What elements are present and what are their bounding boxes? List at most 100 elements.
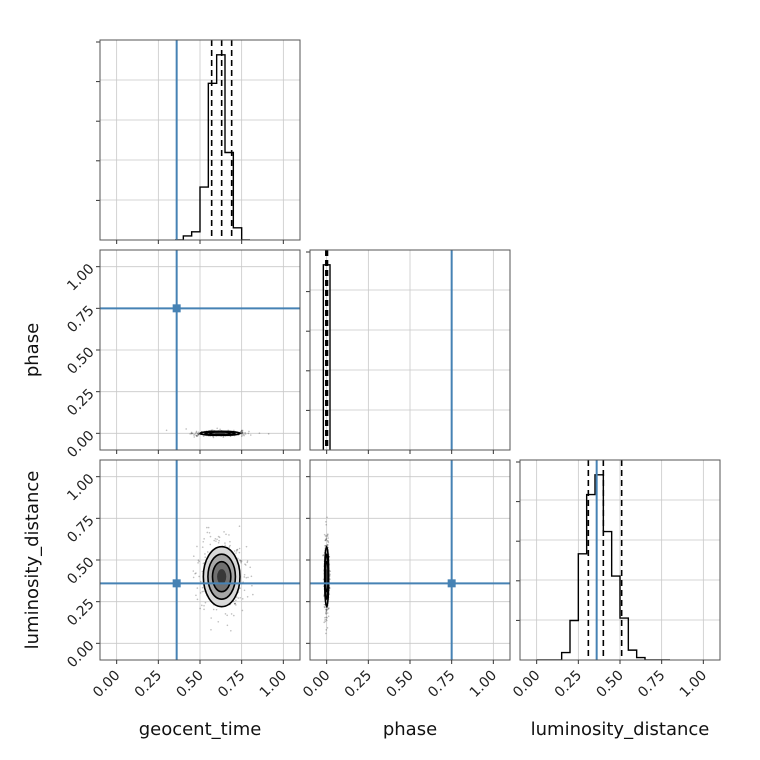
sample-point xyxy=(238,547,241,550)
x-tick-label-2: 0.50 xyxy=(383,668,416,701)
sample-point xyxy=(196,432,199,435)
sample-point xyxy=(222,436,225,438)
sample-point xyxy=(239,587,241,589)
sample-point xyxy=(324,535,327,537)
sample-point xyxy=(245,576,248,579)
sample-point xyxy=(243,576,246,578)
sample-point xyxy=(236,548,238,551)
x-tick-label-2: 0.50 xyxy=(593,668,626,701)
contour-line-1 xyxy=(207,553,237,600)
sample-point xyxy=(226,614,228,617)
sample-point xyxy=(234,602,237,605)
sample-point xyxy=(247,432,250,435)
sample-point xyxy=(194,433,196,436)
sample-point xyxy=(246,561,249,564)
sample-point xyxy=(217,541,220,544)
y-tick-label-3: 0.75 xyxy=(64,513,97,546)
sample-point xyxy=(235,599,237,602)
x-tick-label-4: 1.00 xyxy=(677,668,710,701)
sample-point xyxy=(249,434,252,436)
sample-point xyxy=(204,601,207,604)
sample-point xyxy=(198,575,200,578)
x-tick-label-4: 1.00 xyxy=(257,668,290,701)
sample-point xyxy=(194,432,197,434)
sample-point xyxy=(206,526,208,529)
sample-point xyxy=(191,432,194,435)
sample-point xyxy=(195,434,198,437)
x-tick-label-3: 0.75 xyxy=(635,668,668,701)
histogram-step xyxy=(175,54,250,240)
sample-point xyxy=(192,576,195,579)
sample-point xyxy=(226,624,229,627)
sample-point xyxy=(228,534,230,536)
sample-point xyxy=(203,608,205,611)
sample-point xyxy=(326,516,328,519)
sample-point xyxy=(240,432,243,434)
sample-point xyxy=(240,561,242,564)
sample-point xyxy=(243,589,246,592)
sample-point xyxy=(196,587,199,589)
sample-point xyxy=(329,570,332,573)
density-level-3 xyxy=(215,432,225,435)
sample-point xyxy=(201,546,204,548)
sample-point xyxy=(212,608,215,611)
sample-point xyxy=(247,576,249,579)
sample-point xyxy=(242,434,244,436)
sample-point xyxy=(214,537,217,540)
sample-point xyxy=(325,629,328,631)
sample-point xyxy=(244,433,247,435)
sample-point xyxy=(239,560,242,563)
sample-point xyxy=(325,613,327,615)
panel-luminosity_distance-vs-geocent_time: 0.000.250.500.751.000.00 0.25 0.50 0.75 1.00 xyxy=(64,459,301,701)
y-tick-label-4: 1.00 xyxy=(64,471,97,504)
sample-point xyxy=(235,552,237,554)
sample-point xyxy=(189,433,191,435)
sample-point xyxy=(329,573,331,576)
sample-point xyxy=(216,427,218,430)
sample-point xyxy=(258,432,261,434)
contour-line-0 xyxy=(202,545,241,608)
sample-point xyxy=(198,560,200,563)
sample-point xyxy=(240,559,242,562)
sample-point xyxy=(325,632,327,635)
sample-point xyxy=(324,539,327,541)
sample-point xyxy=(240,560,243,562)
sample-point xyxy=(217,535,220,538)
sample-point xyxy=(206,531,209,534)
sample-point xyxy=(249,566,252,569)
sample-point xyxy=(232,614,235,617)
sample-point xyxy=(326,543,329,546)
sample-point xyxy=(195,430,198,433)
sample-point xyxy=(323,606,326,608)
panel-content xyxy=(100,250,300,450)
sample-point xyxy=(202,562,205,565)
sample-point xyxy=(195,434,198,437)
sample-point xyxy=(323,533,326,536)
sample-point xyxy=(327,537,329,539)
panel-content xyxy=(310,460,510,660)
sample-point xyxy=(239,431,242,433)
sample-point xyxy=(242,431,244,434)
x-axis-label-3: luminosity_distance xyxy=(531,719,710,740)
sample-point xyxy=(234,602,236,605)
sample-point xyxy=(194,572,196,575)
sample-point xyxy=(323,621,325,624)
panel-geocent_time-vs-geocent_time xyxy=(96,39,301,244)
sample-point xyxy=(327,615,330,618)
sample-point xyxy=(239,431,242,433)
sample-point xyxy=(192,434,195,436)
sample-point xyxy=(192,570,195,572)
y-tick-label-4: 1.00 xyxy=(64,261,97,294)
sample-point xyxy=(248,430,250,433)
sample-point xyxy=(325,609,328,612)
contour-line-2 xyxy=(324,560,330,593)
y-tick-label-2: 0.50 xyxy=(64,344,97,377)
sample-point xyxy=(197,434,199,437)
sample-point xyxy=(241,435,243,437)
sample-point xyxy=(196,598,199,601)
sample-point xyxy=(244,431,246,434)
sample-point xyxy=(207,526,210,529)
sample-point xyxy=(203,538,205,540)
sample-point xyxy=(197,562,199,564)
